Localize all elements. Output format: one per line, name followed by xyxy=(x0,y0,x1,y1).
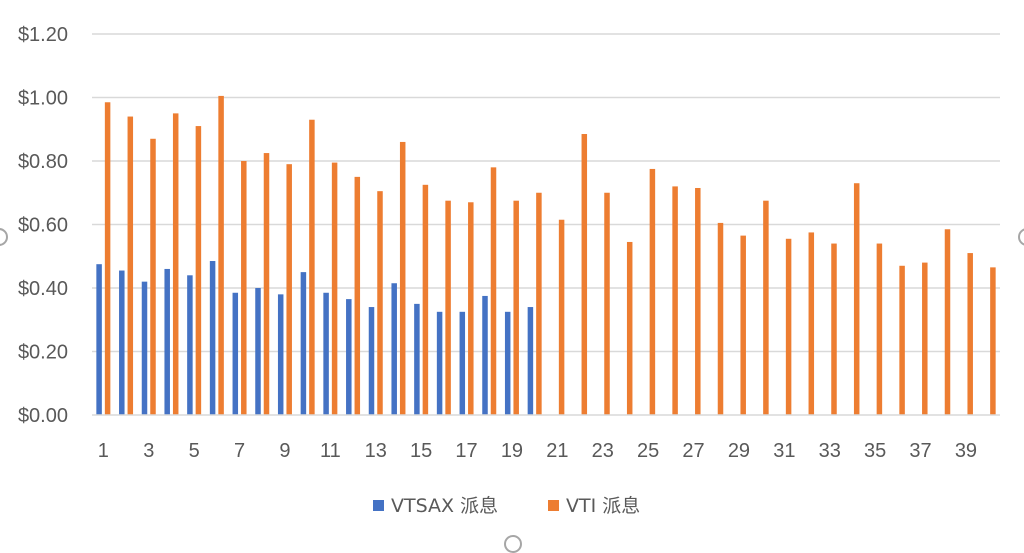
bar-vti-25 xyxy=(649,168,656,415)
bar-vti-32 xyxy=(808,232,815,415)
bar-vti-37 xyxy=(922,262,928,415)
bar-vti-3 xyxy=(150,138,156,415)
bar-vti-35 xyxy=(876,243,883,415)
bar-vti-39 xyxy=(967,253,973,415)
bar-vti-28 xyxy=(717,222,724,415)
bar-vti-10 xyxy=(309,119,315,415)
legend-swatch xyxy=(373,500,384,511)
bar-vtsax-14 xyxy=(391,283,397,415)
x-tick-label: 1 xyxy=(98,440,109,462)
x-tick-label: 33 xyxy=(819,440,841,462)
bar-vti-36 xyxy=(899,265,905,415)
bar-vti-23 xyxy=(604,192,610,415)
y-tick-label: $0.00 xyxy=(18,405,68,427)
bar-vti-21 xyxy=(558,219,565,415)
bar-vtsax-10 xyxy=(300,272,307,415)
legend-swatch xyxy=(548,500,559,511)
bar-vtsax-13 xyxy=(368,307,375,415)
x-tick-label: 19 xyxy=(501,440,523,462)
bar-vtsax-1 xyxy=(96,264,102,415)
y-axis-tick-labels: $0.00 $0.20 $0.40 $0.60 $0.80 $1.00 $1.20 xyxy=(18,24,68,427)
y-tick-label: $1.00 xyxy=(18,88,68,110)
bar-vtsax-5 xyxy=(187,275,193,415)
x-tick-label: 5 xyxy=(189,440,200,462)
bar-vtsax-11 xyxy=(323,292,329,415)
x-tick-label: 35 xyxy=(864,440,886,462)
bar-vti-4 xyxy=(172,113,179,415)
x-tick-label: 15 xyxy=(410,440,432,462)
bar-vti-5 xyxy=(195,126,202,415)
bar-vti-38 xyxy=(944,229,951,415)
legend-label: VTSAX 派息 xyxy=(391,495,498,517)
y-tick-label: $0.80 xyxy=(18,151,68,173)
x-tick-label: 23 xyxy=(592,440,614,462)
bar-vti-13 xyxy=(377,191,383,415)
x-tick-label: 17 xyxy=(455,440,477,462)
x-tick-label: 9 xyxy=(279,440,290,462)
bar-vti-16 xyxy=(445,200,451,415)
x-tick-label: 11 xyxy=(320,440,341,462)
x-tick-label: 39 xyxy=(955,440,977,462)
gridlines xyxy=(92,33,1000,353)
bar-vtsax-18 xyxy=(482,295,488,415)
bar-vti-1 xyxy=(104,102,111,415)
bar-vti-18 xyxy=(490,167,497,415)
x-tick-label: 7 xyxy=(234,440,245,462)
bar-vtsax-9 xyxy=(277,294,284,415)
x-tick-label: 37 xyxy=(909,440,931,462)
bar-vtsax-6 xyxy=(209,261,216,415)
x-tick-label: 21 xyxy=(546,440,568,462)
bar-vti-9 xyxy=(286,164,292,415)
bar-vti-33 xyxy=(831,243,837,415)
bar-vti-34 xyxy=(853,183,860,415)
y-tick-label: $1.20 xyxy=(18,24,68,46)
bar-vtsax-4 xyxy=(164,268,170,415)
bar-vtsax-20 xyxy=(527,307,534,415)
bar-vti-26 xyxy=(672,186,678,415)
bar-vti-40 xyxy=(990,267,996,415)
bar-vti-15 xyxy=(422,184,429,415)
legend-label: VTI 派息 xyxy=(566,495,640,517)
bar-vtsax-7 xyxy=(232,292,239,415)
x-axis-tick-labels: 1 3 5 7 9 11 13 15 17 19 21 23 25 27 29 31 33 35 37 39 xyxy=(98,440,977,462)
bar-vtsax-12 xyxy=(346,299,352,415)
bar-vtsax-17 xyxy=(459,311,466,415)
bar-vti-14 xyxy=(399,141,406,415)
bar-vti-6 xyxy=(218,95,224,415)
bar-vti-29 xyxy=(740,235,746,415)
bar-vti-24 xyxy=(626,241,633,415)
bar-vti-17 xyxy=(468,202,474,415)
bar-vti-22 xyxy=(581,134,588,415)
x-tick-label: 3 xyxy=(143,440,154,462)
bar-vti-12 xyxy=(354,176,361,415)
x-tick-label: 31 xyxy=(773,440,795,462)
bar-vti-2 xyxy=(127,116,134,416)
y-tick-label: $0.60 xyxy=(18,215,68,237)
bar-vtsax-16 xyxy=(436,311,443,415)
x-tick-label: 25 xyxy=(637,440,659,462)
bar-vtsax-8 xyxy=(255,288,261,415)
bar-vti-31 xyxy=(785,238,792,415)
y-tick-label: $0.20 xyxy=(18,342,68,364)
bar-vti-8 xyxy=(263,153,270,415)
x-tick-label: 13 xyxy=(365,440,387,462)
chart-resize-handle-bottom[interactable] xyxy=(504,535,522,553)
legend: VTSAX 派息 VTI 派息 xyxy=(373,495,640,517)
bar-vti-30 xyxy=(763,200,769,415)
bar-vti-11 xyxy=(331,162,338,415)
bar-vti-19 xyxy=(513,200,519,415)
bar-vtsax-15 xyxy=(414,303,420,415)
bar-vti-20 xyxy=(536,192,542,415)
bar-vti-27 xyxy=(695,187,701,415)
y-tick-label: $0.40 xyxy=(18,278,68,300)
bar-vti-7 xyxy=(241,161,247,415)
x-tick-label: 27 xyxy=(682,440,704,462)
bar-vtsax-3 xyxy=(141,281,148,415)
bars xyxy=(96,95,996,416)
bar-vtsax-2 xyxy=(119,270,125,415)
bar-vtsax-19 xyxy=(504,311,511,415)
x-tick-label: 29 xyxy=(728,440,750,462)
